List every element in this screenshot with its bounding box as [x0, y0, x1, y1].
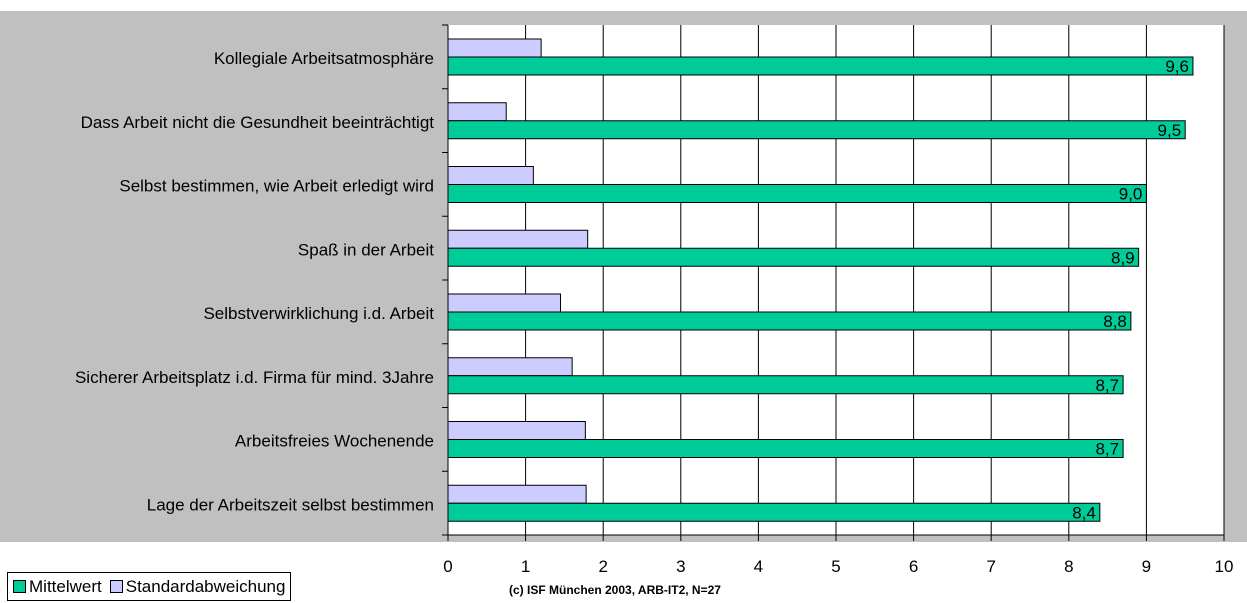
data-label-mittelwert-0: 9,6	[1165, 57, 1189, 76]
x-tick-label-8: 8	[1064, 557, 1073, 576]
category-label-0: Kollegiale Arbeitsatmosphäre	[214, 49, 434, 68]
x-tick-label-2: 2	[598, 557, 607, 576]
bar-standardabweichung-2	[447, 166, 534, 185]
labels: 0 1 2 3 4 5 6 7 8 9 10 9,6 Kollegiale Arbeitsatmosph…	[75, 49, 1233, 576]
x-tick-label-4: 4	[754, 557, 763, 576]
x-tick-label-6: 6	[909, 557, 918, 576]
category-label-3: Spaß in der Arbeit	[298, 240, 434, 259]
legend: Mittelwert Standardabweichung	[7, 572, 292, 601]
legend-label-mittelwert: Mittelwert	[29, 576, 102, 596]
x-tick-label-5: 5	[831, 557, 840, 576]
bar-mittelwert-3	[447, 247, 1140, 267]
legend-swatch-mittelwert	[13, 580, 26, 593]
data-label-mittelwert-6: 8,7	[1095, 440, 1119, 459]
x-tick-label-7: 7	[986, 557, 995, 576]
category-label-4: Selbstverwirklichung i.d. Arbeit	[203, 304, 434, 323]
legend-swatch-standardabweichung	[109, 580, 123, 593]
bar-standardabweichung-6	[447, 421, 586, 440]
legend-item-mittelwert: Mittelwert	[13, 577, 102, 597]
data-label-mittelwert-1: 9,5	[1158, 121, 1182, 140]
category-label-2: Selbst bestimmen, wie Arbeit erledigt wi…	[119, 177, 434, 196]
category-label-1: Dass Arbeit nicht die Gesundheit beeintr…	[81, 113, 435, 132]
gridlines	[442, 24, 1225, 541]
footnote: (c) ISF München 2003, ARB-IT2, N=27	[509, 583, 721, 597]
bar-standardabweichung-1	[447, 102, 507, 122]
bar-standardabweichung-5	[447, 357, 573, 377]
x-tick-label-3: 3	[676, 557, 685, 576]
bar-mittelwert-0	[447, 56, 1194, 76]
bar-mittelwert-1	[447, 120, 1186, 140]
bars	[447, 38, 1194, 522]
bar-mittelwert-5	[447, 375, 1124, 395]
bar-standardabweichung-4	[447, 293, 562, 313]
data-label-mittelwert-4: 8,8	[1103, 312, 1127, 331]
bar-standardabweichung-0	[447, 38, 542, 58]
x-tick-label-10: 10	[1215, 557, 1234, 576]
bar-mittelwert-4	[447, 311, 1132, 331]
legend-item-standardabweichung: Standardabweichung	[109, 576, 286, 597]
bar-mittelwert-6	[447, 439, 1124, 458]
bar-standardabweichung-7	[447, 484, 587, 504]
x-tick-label-1: 1	[521, 557, 530, 576]
data-label-mittelwert-5: 8,7	[1095, 376, 1119, 395]
x-tick-label-9: 9	[1142, 557, 1151, 576]
bar-mittelwert-7	[447, 502, 1101, 522]
bar-standardabweichung-3	[447, 229, 589, 249]
bar-mittelwert-2	[447, 184, 1147, 203]
category-label-7: Lage der Arbeitszeit selbst bestimmen	[147, 495, 434, 514]
data-label-mittelwert-7: 8,4	[1072, 503, 1096, 522]
legend-label-standardabweichung: Standardabweichung	[125, 576, 286, 596]
category-label-5: Sicherer Arbeitsplatz i.d. Firma für min…	[75, 368, 434, 387]
x-tick-label-0: 0	[443, 557, 452, 576]
data-label-mittelwert-2: 9,0	[1119, 185, 1143, 204]
category-label-6: Arbeitsfreies Wochenende	[235, 432, 434, 451]
data-label-mittelwert-3: 8,9	[1111, 248, 1135, 267]
